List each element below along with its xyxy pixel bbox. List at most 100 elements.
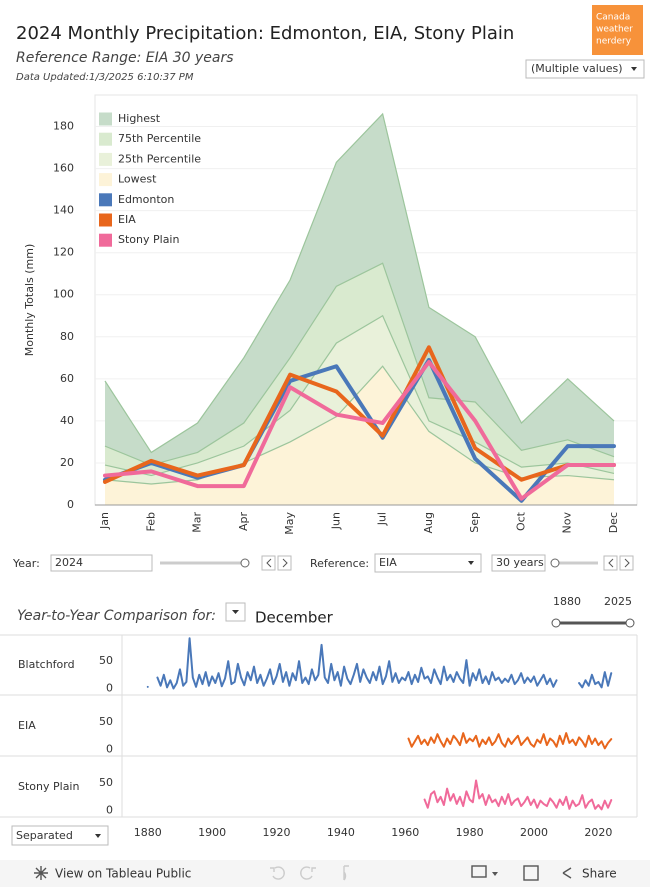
legend-label: Lowest [118,173,157,186]
years-value: 30 years [496,556,544,569]
y-tick-label: 60 [60,372,74,385]
x-tick-label: Sep [468,512,481,533]
prev-icon [266,558,272,568]
x-tick-label: 2020 [584,826,612,839]
dropdown-arrow [232,610,239,614]
range-end: 2025 [604,595,632,608]
y-tick-label: 0 [67,498,74,511]
prev-button[interactable] [603,555,618,571]
legend-label: EIA [118,213,136,226]
next-button[interactable] [619,555,634,571]
layout-dropdown[interactable] [11,825,109,846]
undo-icon[interactable] [270,866,285,880]
y-tick-label: 180 [53,120,74,133]
legend-swatch [99,112,112,126]
x-tick-label: Nov [561,512,574,534]
filter-dropdown[interactable] [525,59,645,79]
share-link[interactable]: Share [582,867,617,881]
x-tick-label: Feb [144,512,157,531]
y-tick-label: 0 [106,803,113,816]
dropdown-arrow [95,834,101,838]
legend-label: Highest [118,112,161,125]
logo[interactable] [592,5,643,55]
band-edge [104,314,615,477]
y-tick-label: 80 [60,330,74,343]
y-tick-label: 100 [53,288,74,301]
slider-knob[interactable] [240,558,250,568]
x-tick-label: Apr [237,512,250,532]
year-input[interactable] [50,554,153,572]
tableau-icon [34,866,48,880]
reference-dropdown[interactable] [374,553,482,573]
redo-icon[interactable] [300,866,316,880]
y-axis-title: Monthly Totals (mm) [23,244,36,356]
logo-text: weather [596,25,633,35]
x-tick-label: 1880 [134,826,162,839]
legend-label: 75th Percentile [118,132,201,145]
slider-knob[interactable] [625,618,635,628]
row-label: Stony Plain [18,780,79,793]
x-tick-label: Oct [514,511,527,531]
download-arrow [492,872,498,876]
section-title: Year-to-Year Comparison for: [17,608,216,624]
year-value: 2024 [55,556,83,569]
view-link[interactable]: View on Tableau Public [55,867,191,881]
range-start: 1880 [553,595,581,608]
legend-label: Edmonton [118,193,174,206]
series-line [103,360,616,501]
x-tick-label: 1940 [327,826,355,839]
reference-label: Reference: [310,557,369,570]
series-line [423,779,613,811]
x-tick-label: 2000 [520,826,548,839]
legend-swatch [99,152,112,166]
y-tick-label: 160 [53,162,74,175]
next-button[interactable] [277,555,292,571]
legend-swatch [99,132,112,146]
series-line [146,637,613,690]
row-label: EIA [18,719,36,732]
y-tick-label: 50 [99,715,113,728]
legend-swatch [99,233,112,247]
selected-month: December [255,609,334,627]
band-edge [104,112,615,454]
x-tick-label: 1960 [391,826,419,839]
x-tick-label: May [283,512,296,535]
dropdown-arrow [631,67,637,71]
legend-swatch [99,173,112,187]
year-label: Year: [12,557,40,570]
x-tick-label: Jan [98,512,111,530]
next-icon [282,558,288,568]
x-tick-label: Jun [329,512,342,530]
slider-knob[interactable] [550,558,560,568]
logo-text: Canada [596,13,630,23]
series-line [407,732,613,750]
legend-label: 25th Percentile [118,152,201,165]
x-tick-label: Mar [191,512,204,533]
row-label: Blatchford [18,658,75,671]
y-tick-label: 20 [60,456,74,469]
years-input[interactable] [491,554,546,572]
revert-icon[interactable] [343,865,349,881]
slider-knob[interactable] [551,618,561,628]
prev-button[interactable] [261,555,276,571]
updated-note: Data Updated:1/3/2025 6:10:37 PM [16,72,194,83]
legend-swatch [99,193,112,207]
share-icon[interactable] [562,867,572,879]
layout-value: Separated [16,829,73,842]
legend-swatch [99,213,112,227]
y-tick-label: 50 [99,654,113,667]
reference-value: EIA [379,556,397,569]
series-line [103,345,616,484]
next-icon [624,558,630,568]
y-tick-label: 0 [106,681,113,694]
legend-label: Stony Plain [118,233,179,246]
dropdown-arrow [468,561,474,565]
y-tick-label: 50 [99,776,113,789]
prev-icon [608,558,614,568]
x-tick-label: 1920 [263,826,291,839]
fullscreen-icon[interactable] [523,865,539,881]
y-tick-label: 120 [53,246,74,259]
download-icon[interactable] [471,865,487,878]
x-tick-label: Dec [607,512,620,533]
